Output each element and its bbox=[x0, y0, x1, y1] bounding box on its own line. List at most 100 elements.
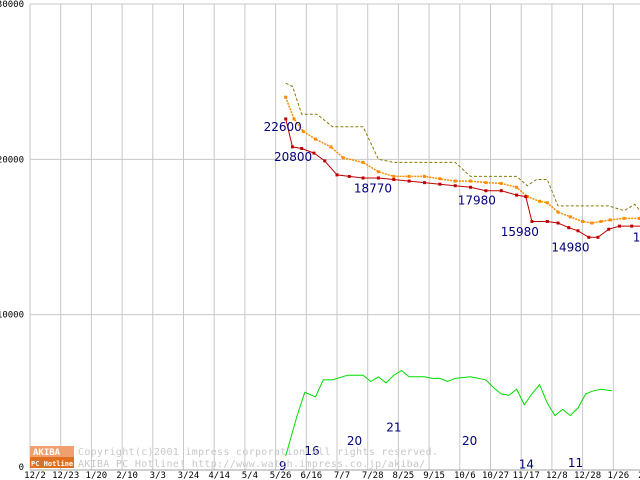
point-average bbox=[545, 201, 549, 205]
point-minimum bbox=[376, 176, 380, 180]
x-tick-label-12-23: 12/23 bbox=[52, 471, 79, 480]
point-average bbox=[422, 174, 426, 178]
point-minimum bbox=[300, 146, 304, 150]
x-tick-label-12-2: 12/2 bbox=[24, 471, 46, 480]
point-average bbox=[525, 195, 529, 199]
point-minimum bbox=[596, 235, 600, 239]
x-tick-label-1-26: 1/26 bbox=[607, 471, 629, 480]
series-lines bbox=[284, 82, 640, 457]
point-minimum bbox=[530, 219, 534, 223]
x-tick-label-7-28: 7/28 bbox=[362, 471, 384, 480]
series-max bbox=[285, 82, 640, 212]
point-average bbox=[484, 181, 488, 185]
x-tick-label-9-15: 9/15 bbox=[423, 471, 445, 480]
data-label-16: 16 bbox=[304, 444, 319, 458]
point-average bbox=[515, 185, 519, 189]
y-tick-label: 10000 bbox=[0, 311, 24, 321]
y-tick-label: 30000 bbox=[0, 0, 24, 10]
y-tick-label: 20000 bbox=[0, 155, 24, 165]
data-label-20800: 20800 bbox=[274, 150, 312, 164]
point-average bbox=[284, 95, 288, 99]
grid bbox=[29, 3, 640, 471]
data-label-9: 9 bbox=[279, 459, 287, 473]
point-average bbox=[301, 129, 305, 133]
x-tick-label-5-26: 5/26 bbox=[270, 471, 292, 480]
point-minimum bbox=[545, 219, 549, 223]
point-average bbox=[453, 179, 457, 183]
point-minimum bbox=[556, 221, 560, 225]
data-label-11: 11 bbox=[568, 456, 583, 470]
point-average bbox=[392, 174, 396, 178]
data-label-14980: 14980 bbox=[551, 240, 589, 254]
x-tick-label-5-4: 5/4 bbox=[242, 471, 258, 480]
logo-top-text: AKIBA bbox=[33, 448, 61, 458]
point-minimum bbox=[453, 184, 457, 188]
point-average bbox=[407, 174, 411, 178]
copyright-line-2: AKIBA PC Hotline! http://www.watch.impre… bbox=[78, 459, 426, 470]
point-average bbox=[608, 218, 612, 222]
x-tick-label-3-3: 3/3 bbox=[150, 471, 166, 480]
point-average bbox=[341, 156, 345, 160]
x-tick-label-3-24: 3/24 bbox=[178, 471, 200, 480]
point-minimum bbox=[290, 145, 294, 149]
x-tick-label-10-6: 10/6 bbox=[454, 471, 476, 480]
x-tick-label-2-10: 2/10 bbox=[116, 471, 138, 480]
data-label-14: 14 bbox=[519, 457, 534, 471]
point-average bbox=[590, 221, 594, 225]
point-minimum bbox=[630, 224, 634, 228]
y-axis-ticks: 0 10000 20000 30000 bbox=[0, 0, 24, 473]
point-minimum bbox=[438, 182, 442, 186]
point-minimum bbox=[323, 159, 327, 163]
copyright-line-1: Copyright(c)2001 impress corporation All… bbox=[78, 447, 438, 458]
x-tick-label-4-14: 4/14 bbox=[208, 471, 230, 480]
point-average bbox=[329, 145, 333, 149]
x-tick-label-12-8: 12/8 bbox=[546, 471, 568, 480]
logo-top-block bbox=[30, 446, 74, 457]
logo-bottom-text: PC Hotline! bbox=[31, 460, 77, 468]
point-minimum bbox=[335, 173, 339, 177]
data-label-15980: 15980 bbox=[501, 225, 539, 239]
point-average bbox=[499, 181, 503, 185]
point-minimum bbox=[576, 229, 580, 233]
data-label-20: 20 bbox=[462, 434, 477, 448]
y-tick-label: 0 bbox=[19, 463, 24, 473]
point-average bbox=[556, 210, 560, 214]
x-tick-label-12-28: 12/28 bbox=[574, 471, 601, 480]
point-minimum bbox=[587, 235, 591, 239]
point-minimum bbox=[284, 117, 288, 121]
point-average bbox=[581, 219, 585, 223]
point-average bbox=[599, 219, 603, 223]
point-minimum bbox=[312, 151, 316, 155]
point-minimum bbox=[392, 178, 396, 182]
data-label-15600: 15600 bbox=[633, 231, 640, 245]
logo: AKIBA PC Hotline! bbox=[30, 446, 77, 468]
x-tick-label-10-27: 10/27 bbox=[482, 471, 509, 480]
point-minimum bbox=[567, 226, 571, 230]
point-average bbox=[361, 160, 365, 164]
logo-bottom-block bbox=[30, 457, 74, 468]
series-minimum bbox=[285, 118, 640, 238]
x-axis-ticks: 12/2 12/23 1/20 2/10 3/3 3/24 4/14 5/4 5/26 6/16 7… bbox=[24, 471, 640, 480]
x-tick-label-1-20: 1/20 bbox=[86, 471, 108, 480]
point-average bbox=[622, 216, 626, 220]
point-minimum bbox=[524, 195, 528, 199]
point-average bbox=[292, 117, 296, 121]
point-minimum bbox=[347, 174, 351, 178]
point-average bbox=[568, 215, 572, 219]
point-minimum bbox=[361, 176, 365, 180]
x-tick-label-11-17: 11/17 bbox=[513, 471, 540, 480]
point-average bbox=[314, 137, 318, 141]
point-average bbox=[438, 177, 442, 181]
data-label-21: 21 bbox=[386, 420, 401, 434]
series-average bbox=[284, 96, 640, 224]
point-minimum bbox=[422, 181, 426, 185]
data-label-22600: 22600 bbox=[264, 120, 302, 134]
data-label-20: 20 bbox=[347, 434, 362, 448]
data-labels: 22600 20800 18770 17980 15980 14980 15600 9 16 20… bbox=[264, 120, 640, 473]
x-tick-label-7-7: 7/7 bbox=[334, 471, 350, 480]
point-minimum bbox=[484, 189, 488, 193]
data-label-17980: 17980 bbox=[458, 194, 496, 208]
x-tick-label-8-25: 8/25 bbox=[393, 471, 415, 480]
data-label-18770: 18770 bbox=[354, 181, 392, 195]
